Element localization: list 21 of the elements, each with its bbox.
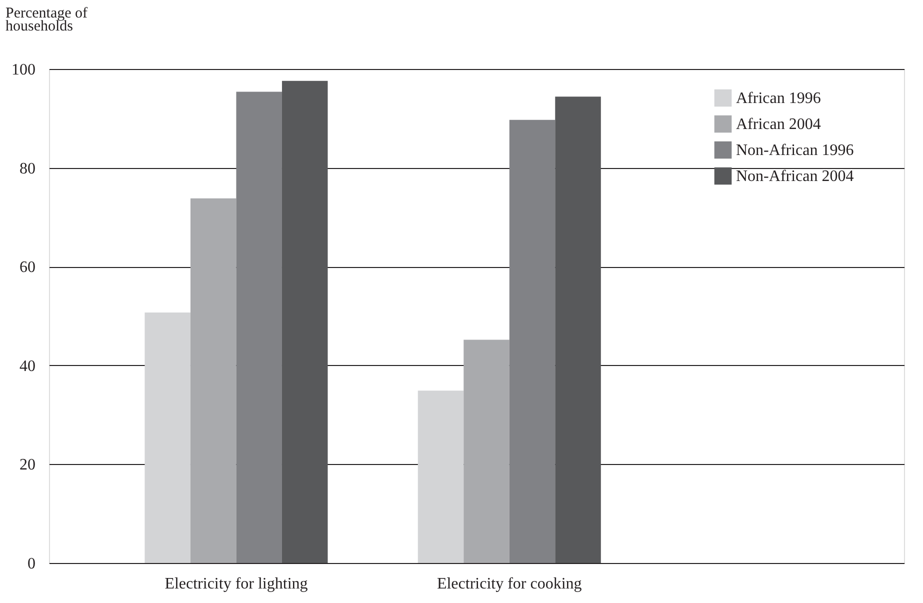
y-tick-label: 80 [20,160,36,178]
bar [282,80,328,563]
legend-label: African 1996 [736,90,821,107]
y-tick-label: 100 [12,62,36,78]
bar [144,312,190,563]
bar [509,120,556,563]
y-axis-title: Percentage of households [6,6,88,34]
bar [190,198,236,563]
x-tick-label: Electricity for cooking [436,576,582,592]
y-tick-label: 40 [20,358,36,375]
x-tick-label: Electricity for lighting [164,576,308,592]
legend-label: Non-African 2004 [736,168,854,185]
y-tick-label: 60 [20,259,36,276]
bar [236,92,282,563]
y-tick-label: 20 [20,456,36,474]
bar [418,390,464,563]
y-tick-label: 0 [28,556,36,572]
legend-label: Non-African 1996 [736,142,854,159]
legend-label: African 2004 [736,116,821,133]
bar [555,96,601,563]
bar [464,340,510,563]
